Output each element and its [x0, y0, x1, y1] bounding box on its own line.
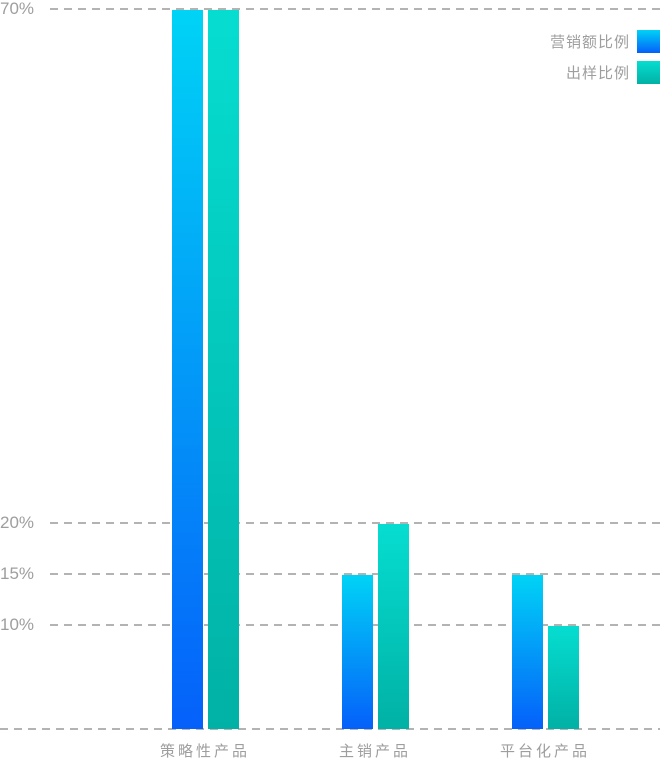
bar-series1-cat1 — [377, 523, 409, 729]
legend: 营销额比例 出样比例 — [550, 30, 660, 84]
gridline-70 — [50, 8, 660, 10]
y-tick-label-10: 10% — [0, 615, 35, 635]
gridline-20 — [50, 521, 660, 524]
legend-item-display-ratio: 出样比例 — [550, 61, 660, 84]
y-tick-label-15: 15% — [0, 563, 35, 583]
bar-series0-cat0 — [171, 10, 203, 729]
bar-series0-cat2 — [511, 574, 543, 729]
gridline-baseline — [0, 728, 660, 730]
bar-series1-cat2 — [547, 626, 579, 729]
y-tick-label-70: 70% — [0, 0, 35, 18]
gridline-15 — [50, 572, 660, 575]
y-tick-label-20: 20% — [0, 512, 35, 532]
legend-swatch-sales-ratio — [637, 30, 660, 53]
x-category-label-0: 策略性产品 — [159, 743, 250, 760]
legend-item-sales-ratio: 营销额比例 — [550, 30, 660, 53]
bar-series1-cat0 — [207, 10, 239, 729]
legend-label-sales-ratio: 营销额比例 — [549, 34, 630, 51]
legend-swatch-display-ratio — [637, 61, 660, 84]
x-category-label-1: 主销产品 — [338, 743, 411, 760]
bar-series0-cat1 — [341, 574, 373, 729]
legend-label-display-ratio: 出样比例 — [565, 65, 630, 82]
x-category-label-2: 平台化产品 — [499, 743, 590, 760]
